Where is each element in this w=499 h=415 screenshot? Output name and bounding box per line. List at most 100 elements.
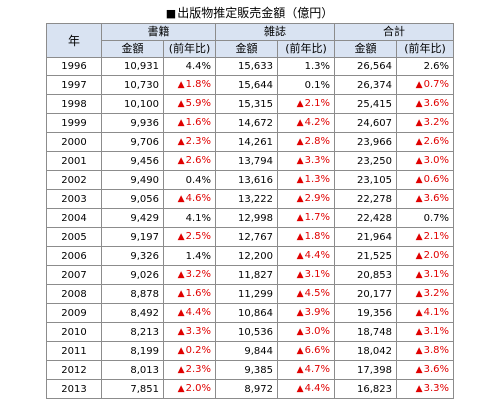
magazines-yoy-cell-value: 4.7% bbox=[304, 364, 330, 375]
books-yoy-cell: 4.1% bbox=[163, 208, 216, 228]
total-amount-cell: 18,748 bbox=[334, 322, 397, 342]
total-amount-cell: 21,964 bbox=[334, 227, 397, 247]
books-yoy-cell: ▲1.6% bbox=[163, 284, 216, 304]
down-triangle-icon: ▲ bbox=[415, 251, 423, 261]
table-row: 1998 10,100 ▲5.9% 15,315 ▲2.1% 25,415 ▲3.6% bbox=[46, 94, 454, 114]
table-row: 2002 9,490 0.4% 13,616 ▲1.3% 23,105 ▲0.6% bbox=[46, 170, 454, 190]
down-triangle-icon: ▲ bbox=[415, 118, 423, 128]
magazines-yoy-cell: ▲1.3% bbox=[277, 170, 335, 190]
magazines-yoy-cell-value: 1.8% bbox=[304, 231, 330, 242]
total-yoy-cell: ▲4.1% bbox=[396, 303, 454, 323]
total-yoy-cell: ▲3.8% bbox=[396, 341, 454, 361]
down-triangle-icon: ▲ bbox=[296, 365, 304, 375]
total-yoy-cell: ▲0.6% bbox=[396, 170, 454, 190]
table-row: 2008 8,878 ▲1.6% 11,299 ▲4.5% 20,177 ▲3.2% bbox=[46, 284, 454, 304]
books-amount-cell: 9,429 bbox=[101, 208, 164, 228]
books-amount-cell-value: 9,456 bbox=[130, 155, 159, 167]
books-yoy-cell: ▲5.9% bbox=[163, 94, 216, 114]
magazines-amount-cell-value: 9,385 bbox=[244, 364, 273, 376]
total-amount-cell-value: 20,177 bbox=[357, 288, 392, 300]
books-amount-cell: 9,490 bbox=[101, 170, 164, 190]
total-amount-cell-value: 22,428 bbox=[357, 212, 392, 224]
books-amount-cell: 9,197 bbox=[101, 227, 164, 247]
books-yoy-cell: ▲3.3% bbox=[163, 322, 216, 342]
down-triangle-icon: ▲ bbox=[415, 308, 423, 318]
year-cell: 2013 bbox=[46, 379, 102, 399]
down-triangle-icon: ▲ bbox=[177, 80, 185, 90]
table-row: 2007 9,026 ▲3.2% 11,827 ▲3.1% 20,853 ▲3.1% bbox=[46, 265, 454, 285]
total-amount-cell-value: 22,278 bbox=[357, 193, 392, 205]
books-yoy-cell: ▲2.3% bbox=[163, 360, 216, 380]
year-header: 年 bbox=[46, 23, 102, 58]
magazines-amount-cell: 15,644 bbox=[215, 75, 278, 95]
down-triangle-icon: ▲ bbox=[415, 99, 423, 109]
magazines-yoy-cell: ▲2.9% bbox=[277, 189, 335, 209]
magazines-yoy-cell-value: 2.1% bbox=[304, 98, 330, 109]
down-triangle-icon: ▲ bbox=[415, 194, 423, 204]
magazines-yoy-cell-value: 3.0% bbox=[304, 326, 330, 337]
books-amount-cell: 10,100 bbox=[101, 94, 164, 114]
total-yoy-cell-value: 3.1% bbox=[423, 326, 449, 337]
books-amount-cell-value: 8,199 bbox=[130, 345, 159, 357]
total-amount-cell-value: 23,105 bbox=[357, 174, 392, 186]
books-amount-cell-value: 9,936 bbox=[130, 117, 159, 129]
magazines-yoy-cell: ▲3.3% bbox=[277, 151, 335, 171]
books-yoy-cell: ▲0.2% bbox=[163, 341, 216, 361]
year-cell-value: 1996 bbox=[61, 61, 87, 72]
magazines-amount-cell: 11,299 bbox=[215, 284, 278, 304]
magazines-yoy-cell: ▲3.0% bbox=[277, 322, 335, 342]
magazines-yoy-cell: ▲1.8% bbox=[277, 227, 335, 247]
books-yoy-cell: 1.4% bbox=[163, 246, 216, 266]
down-triangle-icon: ▲ bbox=[415, 156, 423, 166]
table-row: 2003 9,056 ▲4.6% 13,222 ▲2.9% 22,278 ▲3.6% bbox=[46, 189, 454, 209]
down-triangle-icon: ▲ bbox=[177, 232, 185, 242]
total-yoy-cell: ▲0.7% bbox=[396, 75, 454, 95]
year-cell-value: 2010 bbox=[61, 326, 87, 338]
magazines-amount-cell: 14,672 bbox=[215, 113, 278, 133]
table-row: 2013 7,851 ▲2.0% 8,972 ▲4.4% 16,823 ▲3.3% bbox=[46, 379, 454, 399]
down-triangle-icon: ▲ bbox=[177, 308, 185, 318]
year-cell-value: 2004 bbox=[61, 212, 87, 224]
total-amount-cell: 24,607 bbox=[334, 113, 397, 133]
total-yoy-cell-value: 3.6% bbox=[423, 193, 449, 204]
books-yoy-cell: ▲4.6% bbox=[163, 189, 216, 209]
year-cell: 1998 bbox=[46, 94, 102, 114]
books-yoy-cell-value: 2.3% bbox=[185, 364, 211, 375]
table-row: 1999 9,936 ▲1.6% 14,672 ▲4.2% 24,607 ▲3.2% bbox=[46, 113, 454, 133]
magazines-yoy-cell-value: 4.2% bbox=[304, 117, 330, 128]
magazines-yoy-cell-value: 3.1% bbox=[304, 269, 330, 280]
books-amount-header: 金額 bbox=[101, 40, 164, 58]
down-triangle-icon: ▲ bbox=[296, 194, 304, 204]
down-triangle-icon: ▲ bbox=[415, 175, 423, 185]
down-triangle-icon: ▲ bbox=[296, 289, 304, 299]
table-body: 1996 10,931 4.4% 15,633 1.3% 26,564 2.6% 1997 10… bbox=[46, 57, 454, 399]
year-cell: 1999 bbox=[46, 113, 102, 133]
down-triangle-icon: ▲ bbox=[296, 175, 304, 185]
total-yoy-cell: ▲3.1% bbox=[396, 265, 454, 285]
magazines-amount-cell: 12,998 bbox=[215, 208, 278, 228]
books-amount-cell: 8,013 bbox=[101, 360, 164, 380]
total-yoy-cell-value: 0.7% bbox=[423, 212, 449, 224]
table-row: 2010 8,213 ▲3.3% 10,536 ▲3.0% 18,748 ▲3.1% bbox=[46, 322, 454, 342]
down-triangle-icon: ▲ bbox=[296, 137, 304, 147]
total-yoy-cell-value: 2.1% bbox=[423, 231, 449, 242]
magazines-amount-cell: 15,633 bbox=[215, 57, 278, 76]
books-yoy-cell-value: 2.0% bbox=[185, 383, 211, 394]
books-amount-cell: 10,931 bbox=[101, 57, 164, 76]
total-amount-cell: 18,042 bbox=[334, 341, 397, 361]
books-yoy-header: (前年比) bbox=[163, 40, 216, 58]
total-amount-cell-value: 25,415 bbox=[357, 98, 392, 110]
magazines-amount-cell-value: 13,616 bbox=[238, 174, 273, 186]
year-cell-value: 2005 bbox=[61, 231, 87, 243]
total-yoy-cell: ▲3.6% bbox=[396, 360, 454, 380]
down-triangle-icon: ▲ bbox=[296, 308, 304, 318]
total-yoy-cell-value: 3.3% bbox=[423, 383, 449, 394]
magazines-yoy-cell-value: 0.1% bbox=[304, 79, 330, 91]
total-yoy-cell: ▲2.6% bbox=[396, 132, 454, 152]
total-yoy-cell-value: 3.6% bbox=[423, 364, 449, 375]
books-amount-cell-value: 10,730 bbox=[124, 79, 159, 91]
total-amount-cell: 23,250 bbox=[334, 151, 397, 171]
magazines-amount-cell: 14,261 bbox=[215, 132, 278, 152]
total-amount-header: 金額 bbox=[334, 40, 397, 58]
books-amount-cell: 7,851 bbox=[101, 379, 164, 399]
